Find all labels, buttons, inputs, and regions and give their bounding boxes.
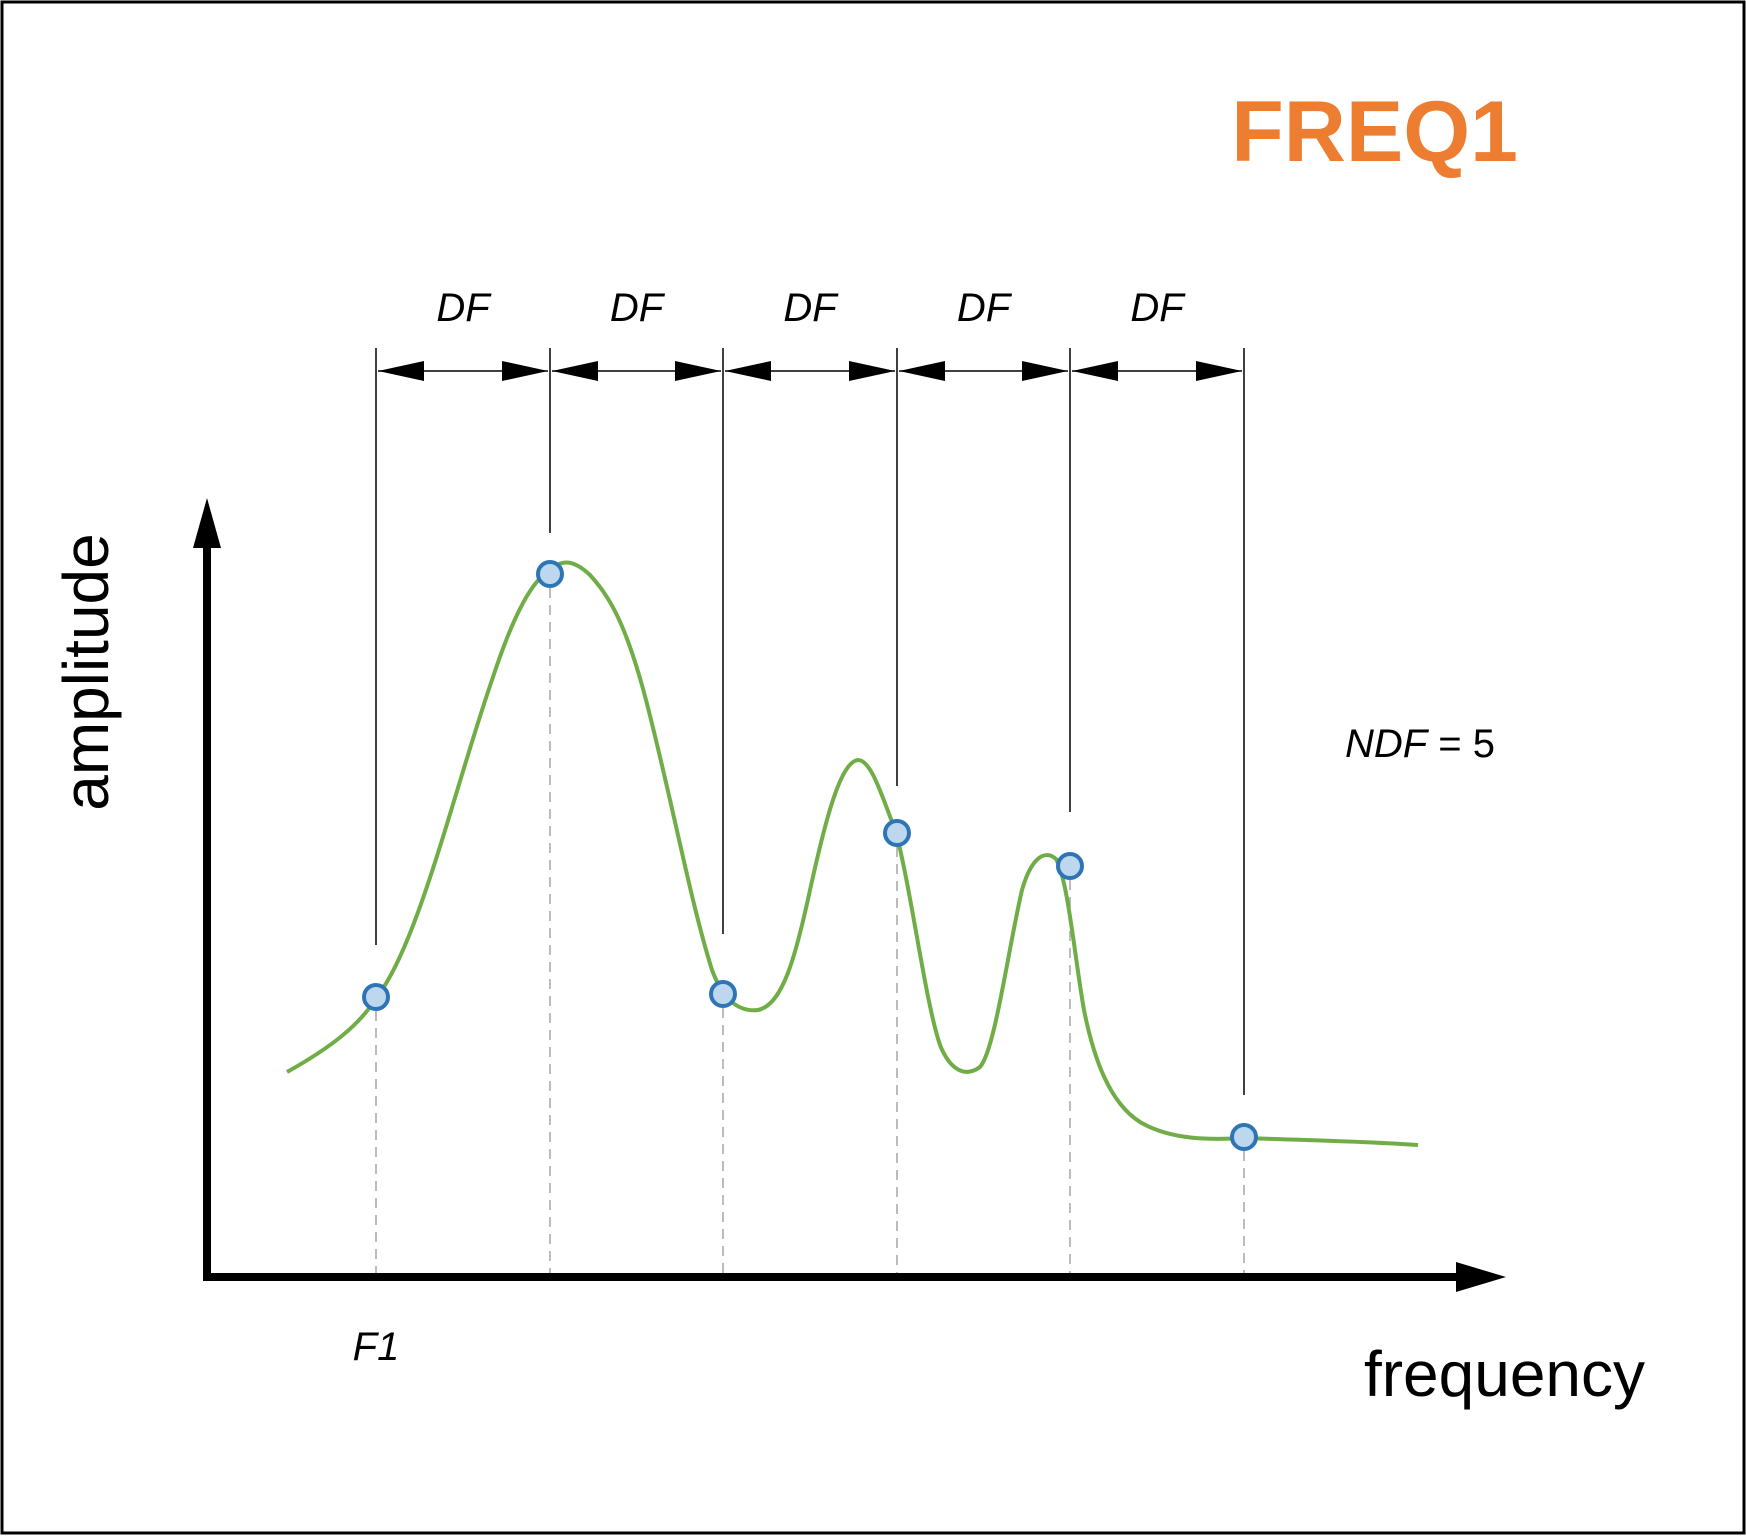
df-label: DF [783, 286, 839, 330]
sample-point-marker [1230, 1123, 1258, 1151]
y-axis-arrowhead [193, 498, 221, 548]
diagram-title: FREQ1 [1231, 84, 1518, 180]
sample-point-marker [1056, 852, 1084, 880]
axes [193, 498, 1506, 1292]
df-arrowhead-left [378, 361, 424, 381]
start-frequency-label: F1 [353, 1325, 400, 1369]
df-arrowhead-right [675, 361, 721, 381]
df-labels: DF DF DF DF DF [436, 286, 1186, 330]
df-label: DF [436, 286, 492, 330]
ndf-name: NDF [1345, 722, 1430, 766]
df-arrowhead-right [1022, 361, 1068, 381]
ndf-value: 5 [1473, 722, 1495, 766]
sample-point-marker [883, 819, 911, 847]
df-label: DF [1130, 286, 1186, 330]
df-arrowhead-left [552, 361, 598, 381]
df-arrowhead-left [1072, 361, 1118, 381]
sample-point-marker [709, 980, 737, 1008]
x-axis-label: frequency [1364, 1338, 1645, 1410]
df-arrowhead-right [1196, 361, 1242, 381]
y-axis-label: amplitude [50, 533, 122, 811]
amplitude-curve [286, 560, 1419, 1147]
df-label: DF [610, 286, 666, 330]
sample-guides [375, 348, 1245, 1273]
ndf-label: NDF = 5 [1345, 722, 1495, 766]
df-arrowhead-left [725, 361, 771, 381]
sample-point-marker [536, 560, 564, 588]
x-axis-arrowhead [1456, 1262, 1506, 1292]
df-label: DF [957, 286, 1013, 330]
sample-point-marker [362, 983, 390, 1011]
df-arrowhead-right [502, 361, 548, 381]
ndf-equals: = [1427, 722, 1473, 766]
df-arrowhead-right [849, 361, 895, 381]
df-dimension-arrows [378, 361, 1242, 381]
sample-markers [362, 560, 1258, 1151]
df-arrowhead-left [899, 361, 945, 381]
